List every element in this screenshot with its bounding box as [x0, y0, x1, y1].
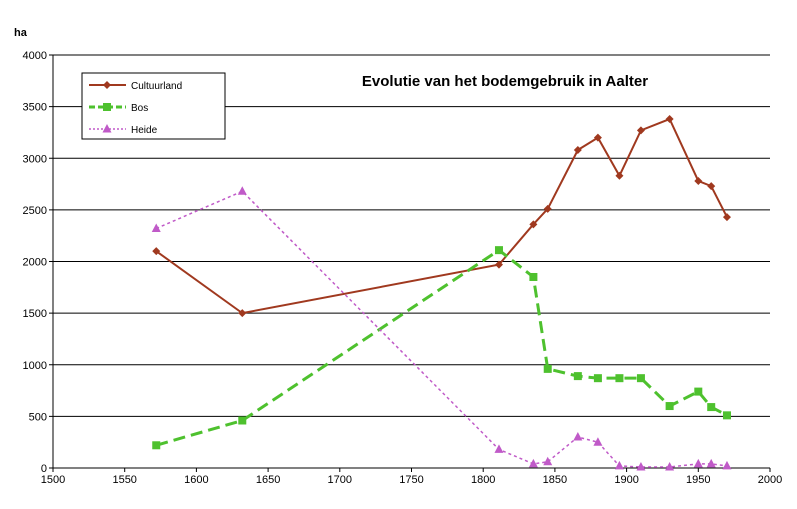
legend-entry-heide: Heide — [89, 124, 158, 136]
series-heide — [151, 186, 732, 471]
data-point-heide — [237, 186, 247, 195]
data-point-bos — [494, 246, 503, 255]
y-tick-label: 1500 — [23, 308, 47, 320]
legend-swatch-marker — [102, 124, 112, 133]
data-point-bos — [238, 416, 247, 425]
data-point-heide — [528, 458, 538, 468]
legend-label: Bos — [131, 103, 148, 114]
y-tick-label: 0 — [41, 463, 47, 475]
x-tick-label: 1850 — [543, 474, 567, 486]
y-tick-labels: 0 500 1000 1500 2000 2500 3000 3500 4000 — [23, 50, 47, 475]
data-point-bos — [543, 364, 552, 373]
data-point-heide — [151, 223, 161, 232]
x-tick-label: 1800 — [471, 474, 495, 486]
y-axis-unit-label: ha — [14, 27, 28, 39]
x-tick-label: 1700 — [328, 474, 352, 486]
data-point-cultuurland — [494, 260, 503, 269]
data-point-cultuurland — [152, 247, 161, 256]
series-bos — [152, 246, 731, 450]
x-tick-label: 1750 — [399, 474, 423, 486]
data-point-cultuurland — [573, 145, 582, 154]
data-point-bos — [665, 402, 674, 411]
legend: Cultuurland Bos Heide — [81, 72, 226, 140]
x-tick-label: 1900 — [614, 474, 638, 486]
legend-label: Heide — [131, 125, 158, 136]
data-point-heide — [722, 460, 732, 470]
data-point-heide — [636, 461, 646, 471]
data-point-cultuurland — [238, 309, 247, 318]
data-point-cultuurland — [694, 176, 703, 185]
data-point-heide — [706, 458, 716, 468]
series-cultuurland — [152, 115, 731, 318]
data-point-bos — [529, 272, 538, 281]
data-point-bos — [593, 374, 602, 383]
data-point-heide — [543, 456, 553, 466]
x-tick-label: 2000 — [758, 474, 782, 486]
y-tick-label: 2000 — [23, 257, 47, 269]
data-point-cultuurland — [593, 133, 602, 142]
series-layer — [151, 115, 732, 471]
chart-title: Evolutie van het bodemgebruik in Aalter — [362, 73, 648, 90]
data-point-bos — [615, 374, 624, 383]
data-point-bos — [694, 387, 703, 396]
series-line-heide — [155, 190, 728, 468]
data-point-cultuurland — [636, 126, 645, 135]
data-point-cultuurland — [529, 220, 538, 229]
x-tick-label: 1650 — [256, 474, 280, 486]
y-tick-label: 500 — [29, 411, 47, 423]
data-point-heide — [593, 437, 603, 446]
data-point-bos — [707, 403, 716, 412]
legend-entry-cultuurland: Cultuurland — [89, 81, 182, 92]
data-point-cultuurland — [543, 204, 552, 213]
legend-swatch-marker — [103, 103, 111, 111]
y-tick-label: 3500 — [23, 102, 47, 114]
x-tick-label: 1500 — [41, 474, 65, 486]
data-point-heide — [573, 432, 583, 441]
data-point-bos — [636, 374, 645, 383]
data-point-bos — [722, 411, 731, 420]
x-tick-label: 1550 — [112, 474, 136, 486]
legend-label: Cultuurland — [131, 81, 182, 92]
y-tick-label: 1000 — [23, 360, 47, 372]
data-point-cultuurland — [707, 182, 716, 191]
series-line-cultuurland — [155, 117, 728, 315]
data-point-heide — [665, 461, 675, 471]
x-tick-label: 1950 — [686, 474, 710, 486]
data-point-heide — [693, 458, 703, 468]
y-tick-label: 4000 — [23, 50, 47, 62]
data-point-bos — [573, 372, 582, 381]
data-point-bos — [152, 441, 161, 450]
data-point-cultuurland — [722, 213, 731, 222]
y-tick-label: 3000 — [23, 153, 47, 165]
data-point-heide — [494, 444, 504, 453]
data-point-heide — [614, 460, 624, 470]
x-tick-label: 1600 — [184, 474, 208, 486]
data-point-cultuurland — [665, 115, 674, 124]
x-tick-labels: 1500 1550 1600 1650 1700 1750 1800 1850 1900 1950… — [41, 474, 782, 486]
axes — [49, 54, 771, 472]
legend-swatch-marker — [103, 81, 111, 89]
legend-entry-bos: Bos — [89, 103, 148, 114]
data-point-cultuurland — [615, 171, 624, 180]
y-tick-label: 2500 — [23, 205, 47, 217]
